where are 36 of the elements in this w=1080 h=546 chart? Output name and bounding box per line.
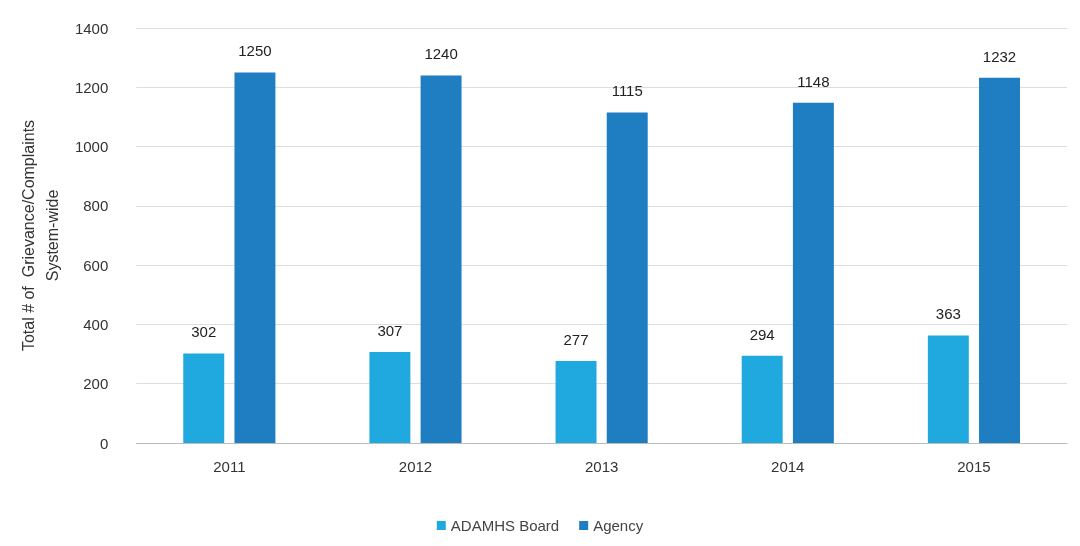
bar xyxy=(183,353,225,443)
y-axis-title: Total # of Grievance/Complaints System-wide xyxy=(19,119,61,352)
bar xyxy=(927,335,969,443)
y-tick-label: 600 xyxy=(83,256,109,274)
data-label: 1232 xyxy=(982,47,1017,65)
bar xyxy=(234,72,276,443)
bar xyxy=(369,352,411,443)
data-label: 294 xyxy=(749,325,775,343)
data-label: 1148 xyxy=(797,72,830,90)
bar xyxy=(555,360,597,443)
y-tick-label: 800 xyxy=(83,197,109,215)
bar xyxy=(979,77,1020,443)
y-tick-label: 1000 xyxy=(74,138,109,156)
data-label: 307 xyxy=(377,322,403,339)
x-tick-label: 2014 xyxy=(771,458,805,475)
x-tick-label: 2013 xyxy=(584,458,619,475)
legend-label: Agency xyxy=(593,517,644,534)
legend-label: ADAMHS Board xyxy=(450,517,560,534)
data-label: 1115 xyxy=(611,82,643,100)
y-tick-label: 200 xyxy=(83,375,109,393)
x-tick-label: 2015 xyxy=(957,458,991,475)
bar xyxy=(606,112,648,443)
bar xyxy=(792,102,834,443)
x-tick-label: 2011 xyxy=(213,458,246,475)
data-label: 277 xyxy=(563,330,589,348)
data-label: 363 xyxy=(935,305,961,323)
y-tick-label: 0 xyxy=(99,434,109,452)
x-tick-label: 2012 xyxy=(398,458,433,475)
data-label: 302 xyxy=(191,323,217,341)
bar xyxy=(420,75,462,443)
y-tick-label: 1400 xyxy=(74,19,109,37)
data-label: 1240 xyxy=(424,45,458,63)
y-tick-label: 1200 xyxy=(74,78,109,96)
y-tick-label: 400 xyxy=(83,315,109,333)
bar xyxy=(741,355,783,443)
data-label: 1250 xyxy=(238,42,272,60)
